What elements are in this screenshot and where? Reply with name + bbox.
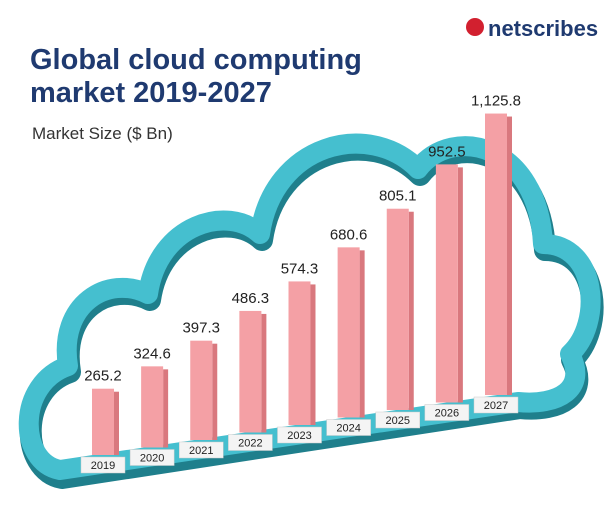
year-tile <box>129 449 175 466</box>
logo-mark <box>466 18 484 36</box>
x-tick-label: 2026 <box>435 408 459 420</box>
x-tick-label: 2024 <box>336 423 360 435</box>
year-tile <box>473 396 519 414</box>
bar <box>190 340 213 440</box>
x-tick-label: 2019 <box>91 460 115 472</box>
value-label: 265.2 <box>84 368 122 385</box>
value-label: 952.5 <box>428 143 466 160</box>
bar-side <box>310 284 316 425</box>
cloud <box>18 133 601 480</box>
bar-side <box>114 391 119 455</box>
x-tick-label: 2027 <box>484 400 508 412</box>
year-tile <box>179 441 224 459</box>
value-label: 1,125.8 <box>471 93 521 110</box>
logo: netscribes <box>488 16 599 41</box>
x-tick-label: 2022 <box>238 438 262 450</box>
bar <box>239 310 262 433</box>
x-tick-label: 2023 <box>287 430 311 442</box>
bar-side <box>507 116 512 396</box>
year-tile <box>326 419 371 436</box>
bar <box>435 164 458 403</box>
value-label: 574.3 <box>281 260 319 277</box>
bar <box>92 388 114 455</box>
value-label: 486.3 <box>232 290 270 307</box>
year-tile <box>424 404 470 421</box>
chart-title: Global cloud computing market 2019-2027 <box>30 44 362 109</box>
bar-side <box>457 167 463 403</box>
bar <box>337 247 360 418</box>
chart-subtitle: Market Size ($ Bn) <box>32 124 173 143</box>
value-label: 324.6 <box>133 345 171 362</box>
year-tile <box>80 456 126 474</box>
bar <box>141 366 164 448</box>
value-label: 805.1 <box>379 188 417 205</box>
bar <box>485 113 507 396</box>
bar-side <box>212 343 218 440</box>
year-tile <box>277 426 322 444</box>
x-tick-label: 2025 <box>386 415 410 427</box>
bar <box>386 208 409 410</box>
value-label: 680.6 <box>330 226 368 243</box>
bar <box>288 281 311 425</box>
year-tile <box>228 434 273 451</box>
bar-side <box>261 313 267 433</box>
bar-side <box>163 369 169 448</box>
bar-side <box>359 250 365 418</box>
x-tick-label: 2021 <box>189 445 213 457</box>
value-label: 397.3 <box>182 320 220 337</box>
bar-side <box>408 211 414 410</box>
year-tile <box>375 411 420 429</box>
x-tick-label: 2020 <box>140 453 164 465</box>
